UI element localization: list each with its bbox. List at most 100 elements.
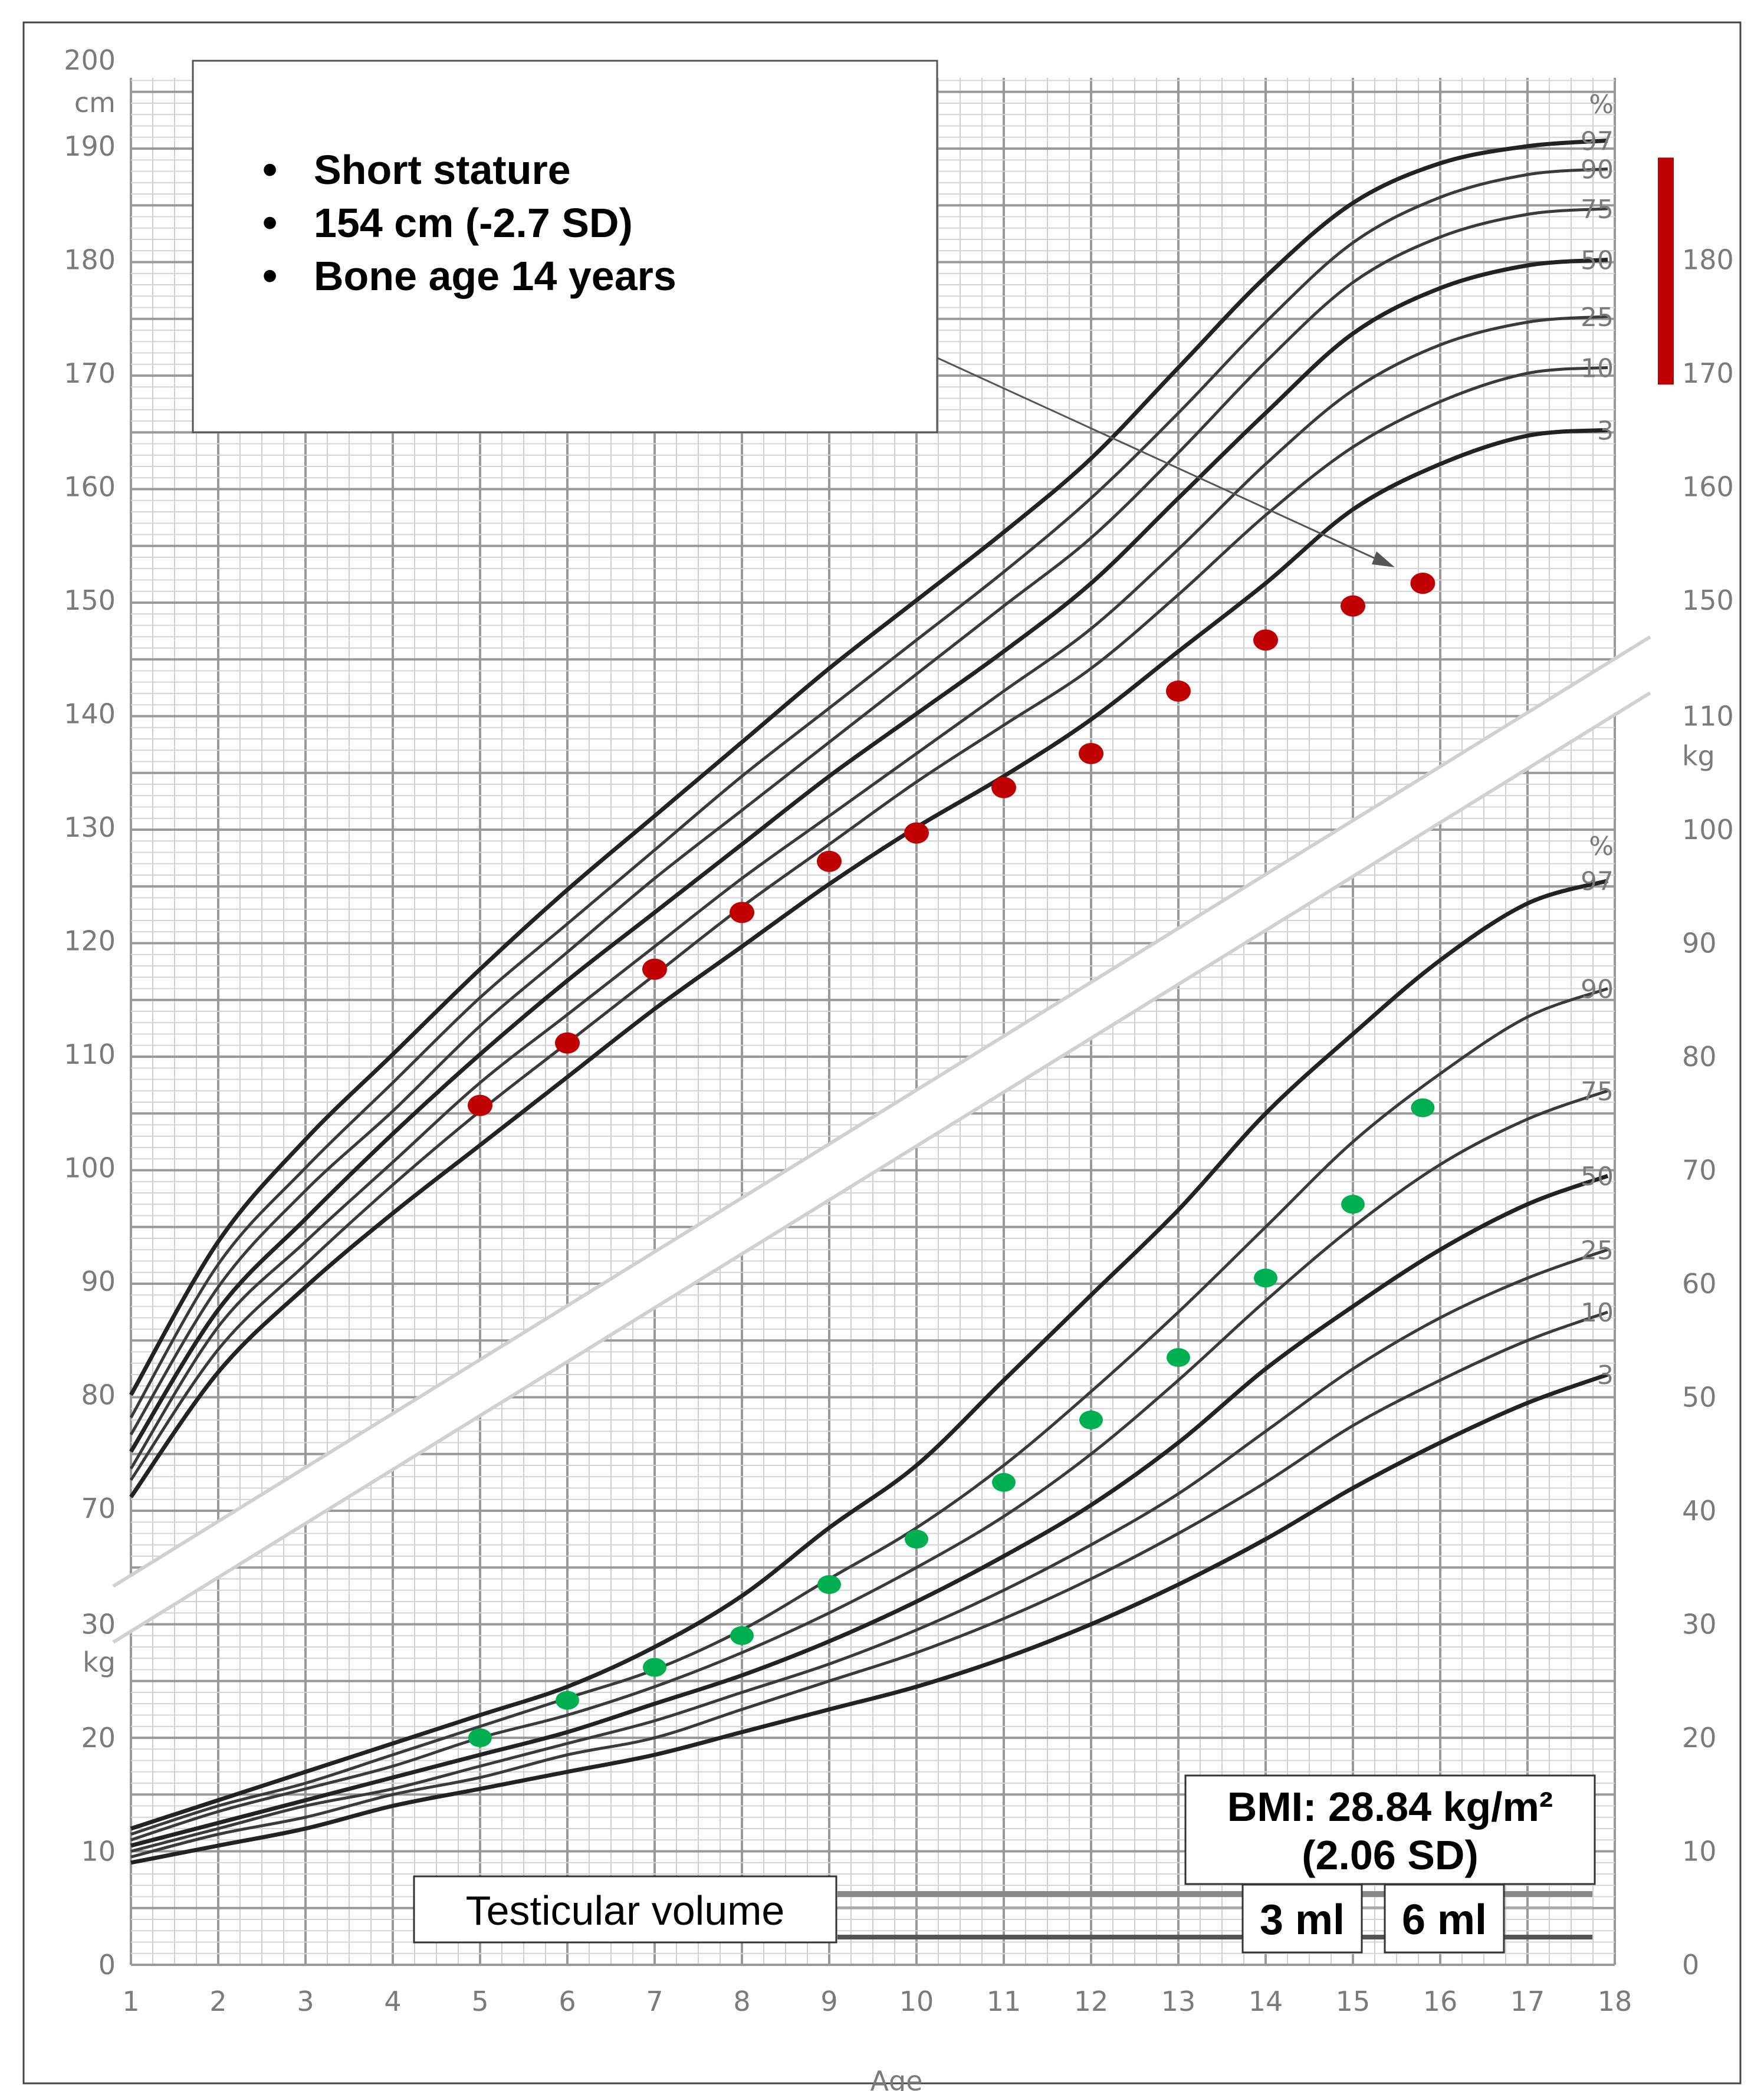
weight-tick-right: 110: [1682, 701, 1734, 732]
weight-tick-right: 60: [1682, 1268, 1717, 1300]
height-tick-left: 130: [64, 811, 116, 843]
x-tick-label: 14: [1249, 1985, 1283, 2017]
bullet-icon: •: [262, 252, 277, 300]
bmi-sd: (2.06 SD): [1302, 1832, 1479, 1878]
bmi-box: [1184, 1774, 1596, 1885]
height-percentile-label: 50: [1581, 246, 1614, 276]
weight-data-point: [905, 1530, 928, 1549]
height-data-point: [991, 777, 1016, 798]
height-tick-left: 150: [64, 584, 116, 616]
height-percentile-curve: [129, 428, 1608, 1498]
height-tick-left: 200: [64, 44, 116, 76]
height-tick-left: 120: [64, 925, 116, 957]
height-tick-left: 180: [64, 244, 116, 276]
height-tick-left: 190: [64, 130, 116, 162]
weight-data-point: [1254, 1268, 1277, 1288]
weight-tick-right: 30: [1682, 1609, 1717, 1640]
info-box-line: Bone age 14 years: [314, 253, 676, 299]
x-tick-label: 7: [646, 1985, 663, 2017]
weight-data-point: [817, 1575, 841, 1594]
weight-tick-left: 20: [81, 1722, 116, 1754]
x-tick-label: 5: [471, 1985, 488, 2017]
testicular-label-box: [413, 1875, 837, 1944]
bmi-value: BMI: 28.84 kg/m²: [1227, 1784, 1553, 1830]
height-data-point: [642, 958, 667, 980]
x-axis-label: Age: [870, 2065, 923, 2091]
weight-tick-right: 80: [1682, 1041, 1717, 1073]
height-data-point: [904, 822, 929, 844]
weight-percentile-label: 25: [1581, 1235, 1614, 1265]
height-data-point: [1341, 595, 1365, 617]
weight-percentile-label: 10: [1581, 1298, 1614, 1328]
height-percentile-label: 75: [1581, 195, 1614, 225]
height-data-point: [1079, 742, 1103, 764]
weight-percentile-curve: [130, 1372, 1609, 1865]
weight-percent-symbol: %: [1589, 831, 1614, 862]
weight-tick-left: 10: [81, 1836, 116, 1868]
height-data-point: [730, 902, 754, 923]
bullet-icon: •: [262, 146, 277, 193]
height-tick-right: 180: [1682, 244, 1734, 276]
height-data-point: [1410, 573, 1435, 594]
height-percentile-curve: [129, 315, 1608, 1469]
height-data-point: [1253, 629, 1278, 651]
height-percent-symbol: %: [1589, 90, 1614, 120]
info-box: [192, 60, 938, 433]
x-tick-label: 2: [209, 1985, 226, 2017]
height-tick-left: 160: [64, 471, 116, 503]
height-tick-right: 160: [1682, 471, 1734, 503]
separator-bands: [112, 635, 1651, 1644]
weight-data-point: [1341, 1195, 1365, 1214]
x-tick-label: 3: [297, 1985, 314, 2017]
weight-tick-left: 30: [81, 1609, 116, 1640]
height-percentile-curve: [129, 258, 1608, 1453]
x-tick-label: 11: [987, 1985, 1021, 2017]
weight-data-point: [468, 1728, 492, 1747]
axis-ticks: 1 2 3 4 5 6 7 8 9 10 11 12 13 14 15 16 17 18Age7080901001…: [64, 44, 1734, 2091]
height-tick-left: 70: [81, 1492, 116, 1524]
x-tick-label: 6: [559, 1985, 576, 2017]
arrow-head: [1372, 551, 1395, 567]
height-tick-right: 150: [1682, 584, 1734, 616]
weight-percentile-curve: [130, 1089, 1608, 1842]
weight-tick-right: 20: [1682, 1722, 1717, 1754]
weight-data-point: [1079, 1411, 1103, 1429]
percentile-curves: [129, 138, 1609, 1865]
height-percentile-curve: [129, 138, 1608, 1396]
x-tick-label: 18: [1598, 1985, 1632, 2017]
separator-edge: [112, 635, 1651, 1588]
weight-tick-right: 40: [1682, 1495, 1717, 1527]
weight-data-point: [1167, 1348, 1190, 1367]
weight-data-point: [643, 1658, 666, 1677]
weight-percentile-curve: [130, 1310, 1608, 1859]
bullet-icon: •: [262, 199, 277, 246]
info-box-line: Short stature: [314, 147, 571, 193]
weight-percentile-label: 75: [1581, 1077, 1614, 1107]
height-tick-right: 170: [1682, 357, 1734, 389]
x-tick-label: 13: [1161, 1985, 1196, 2017]
info-box-line: 154 cm (-2.7 SD): [314, 200, 633, 246]
weight-unit-right: kg: [1682, 740, 1715, 772]
height-data-point: [468, 1094, 492, 1116]
weight-tick-right: 50: [1682, 1382, 1717, 1413]
height-tick-left: 140: [64, 698, 116, 730]
x-tick-label: 15: [1336, 1985, 1371, 2017]
height-unit-left: cm: [74, 87, 116, 119]
x-tick-label: 10: [899, 1985, 934, 2017]
height-percentile-label: 25: [1581, 303, 1614, 333]
weight-percentile-label: 3: [1597, 1360, 1614, 1390]
height-data-point: [817, 850, 842, 872]
testicular-value: 6 ml: [1402, 1896, 1487, 1944]
weight-percentile-curve: [130, 987, 1608, 1836]
height-data-point: [1166, 680, 1191, 702]
height-percentile-label: 97: [1581, 126, 1614, 156]
weight-tick-right: 70: [1682, 1155, 1717, 1186]
weight-percentile-label: 50: [1581, 1162, 1614, 1192]
x-tick-label: 9: [820, 1985, 837, 2017]
height-percentile-curve: [129, 366, 1608, 1481]
x-tick-label: 16: [1423, 1985, 1458, 2017]
x-tick-label: 8: [733, 1985, 750, 2017]
weight-percentile-curve: [130, 1248, 1608, 1853]
x-tick-label: 12: [1074, 1985, 1109, 2017]
